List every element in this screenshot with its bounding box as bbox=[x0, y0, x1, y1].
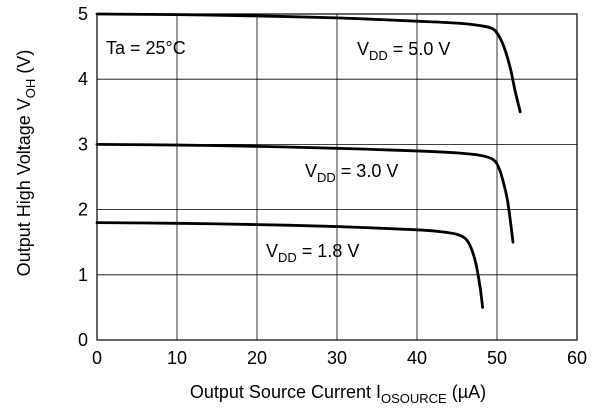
x-tick-labels: 0 10 20 30 40 50 60 bbox=[92, 348, 587, 368]
y-tick-label: 5 bbox=[78, 4, 88, 24]
plot-frame bbox=[96, 13, 578, 341]
series-line-1 bbox=[95, 143, 515, 244]
x-axis-title: Output Source Current IOSOURCE (µA) bbox=[190, 382, 486, 406]
y-tick-label: 2 bbox=[78, 200, 88, 220]
x-tick-label: 50 bbox=[487, 348, 507, 368]
y-tick-label: 3 bbox=[78, 134, 88, 154]
temperature-annotation: Ta = 25°C bbox=[106, 38, 186, 58]
y-tick-label: 1 bbox=[78, 265, 88, 285]
y-axis-title: Output High Voltage VOH (V) bbox=[14, 50, 38, 277]
series-label-vdd-1-8v: VDD = 1.8 V bbox=[266, 241, 359, 265]
y-tick-label: 0 bbox=[78, 330, 88, 350]
x-tick-label: 60 bbox=[567, 348, 587, 368]
y-tick-labels: 0 1 2 3 4 5 bbox=[78, 4, 88, 350]
series-line-2 bbox=[95, 221, 484, 309]
series-label-vdd-3v: VDD = 3.0 V bbox=[305, 161, 398, 185]
x-tick-label: 20 bbox=[247, 348, 267, 368]
series-line-0 bbox=[95, 12, 522, 114]
x-tick-label: 0 bbox=[92, 348, 102, 368]
x-tick-label: 30 bbox=[327, 348, 347, 368]
x-tick-label: 10 bbox=[167, 348, 187, 368]
x-tick-label: 40 bbox=[407, 348, 427, 368]
series-layer bbox=[95, 12, 522, 309]
grid bbox=[97, 14, 577, 340]
y-tick-label: 4 bbox=[78, 69, 88, 89]
series-label-vdd-5v: VDD = 5.0 V bbox=[357, 39, 450, 63]
